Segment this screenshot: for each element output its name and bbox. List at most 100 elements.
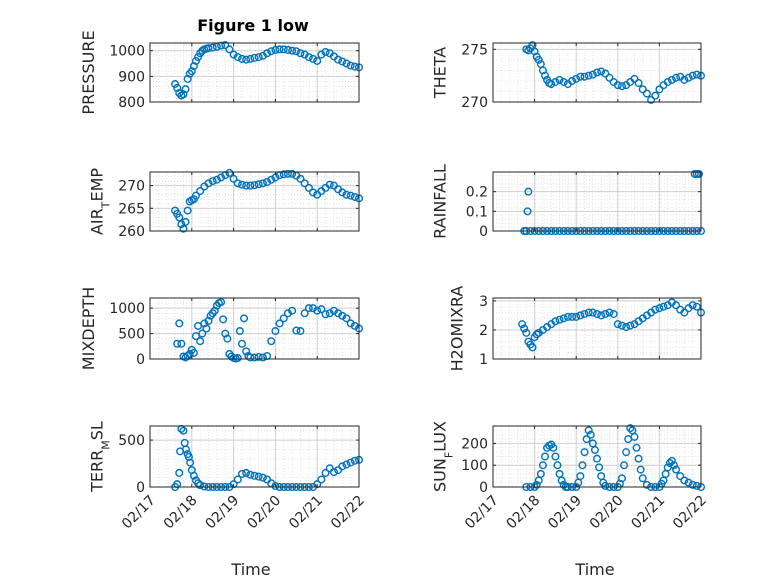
data-point [221, 41, 230, 50]
data-point [672, 73, 681, 82]
data-point [534, 55, 543, 64]
data-point [692, 481, 701, 490]
data-point [593, 454, 602, 463]
data-point [601, 69, 610, 78]
data-point [173, 339, 182, 348]
data-point [217, 298, 226, 307]
data-point [208, 43, 217, 52]
data-point [304, 53, 313, 62]
data-point [283, 169, 292, 178]
data-point [237, 180, 246, 189]
data-point [528, 343, 537, 352]
data-point [242, 55, 251, 64]
y-tick-label: 0 [479, 480, 488, 496]
axes-box [149, 171, 360, 232]
data-point [267, 175, 276, 184]
data-point [254, 180, 263, 189]
data-point [688, 301, 697, 310]
data-point [300, 179, 309, 188]
data-point [609, 309, 618, 318]
data-point [250, 53, 259, 62]
data-point [181, 85, 190, 94]
data-point [202, 324, 211, 333]
data-point [189, 471, 198, 480]
data-point [171, 80, 180, 89]
data-point [288, 169, 297, 178]
x-tick-label: 02/17 [119, 493, 159, 533]
y-tick-label: 265 [118, 201, 145, 217]
data-point [183, 206, 192, 215]
x-tick-label: 02/22 [670, 493, 710, 533]
data-point [630, 432, 639, 441]
data-point [350, 192, 359, 201]
data-point [350, 456, 359, 465]
data-point [346, 191, 355, 200]
y-axis-label: MIXDEPTH [79, 287, 98, 370]
data-point [254, 53, 263, 62]
axes-box [149, 42, 360, 103]
data-point [593, 309, 602, 318]
x-tick-label: 02/20 [587, 493, 627, 533]
data-point [559, 314, 568, 323]
data-point [663, 77, 672, 86]
data-point [283, 45, 292, 54]
data-point [617, 82, 626, 91]
x-tick-label: 02/22 [328, 493, 368, 533]
data-point [212, 42, 221, 51]
data-point [672, 465, 681, 474]
subplot-theta: 270 275 THETA [431, 41, 706, 111]
data-point [553, 461, 562, 470]
data-point [258, 473, 267, 482]
data-point [638, 85, 647, 94]
data-point [258, 179, 267, 188]
data-point [613, 320, 622, 329]
data-point [547, 80, 556, 89]
data-point [555, 75, 564, 84]
data-point [651, 91, 660, 100]
data-point [586, 430, 595, 439]
data-point [588, 70, 597, 79]
x-tick-label: 02/17 [462, 493, 502, 533]
data-point [338, 57, 347, 66]
data-point [538, 461, 547, 470]
data-point [667, 456, 676, 465]
data-point [601, 309, 610, 318]
x-axis-label-left: Time [230, 560, 270, 579]
data-point [250, 471, 259, 480]
data-point [246, 54, 255, 63]
data-point [258, 353, 267, 362]
data-point [613, 81, 622, 90]
data-point [597, 311, 606, 320]
y-tick-label: 100 [461, 458, 488, 474]
data-point [221, 329, 230, 338]
data-point [254, 352, 263, 361]
data-point [242, 181, 251, 190]
data-point [304, 183, 313, 192]
data-point [665, 459, 674, 468]
data-point [300, 309, 309, 318]
data-point [541, 71, 550, 80]
data-point [237, 339, 246, 348]
y-tick-label: 2 [479, 323, 488, 339]
data-point [551, 452, 560, 461]
subplot-terr_msl: 0 500 02/17 02/18 02/19 02/20 02/21 02/22 TERRMS… [88, 421, 368, 532]
data-point [595, 463, 604, 472]
subplot-h2omixra: 1 2 3 H2OMIXRA [448, 286, 706, 371]
data-point [246, 181, 255, 190]
data-point [680, 476, 689, 485]
data-point [204, 44, 213, 53]
data-point [184, 452, 193, 461]
data-point [572, 312, 581, 321]
data-point [622, 323, 631, 332]
data-point [191, 191, 200, 200]
data-point [250, 353, 259, 362]
data-point [225, 45, 234, 54]
data-point [217, 41, 226, 50]
y-tick-label: 275 [461, 42, 488, 58]
data-point [321, 310, 330, 319]
data-point [185, 349, 194, 358]
data-point [175, 213, 184, 222]
data-point [338, 462, 347, 471]
data-point [647, 95, 656, 104]
